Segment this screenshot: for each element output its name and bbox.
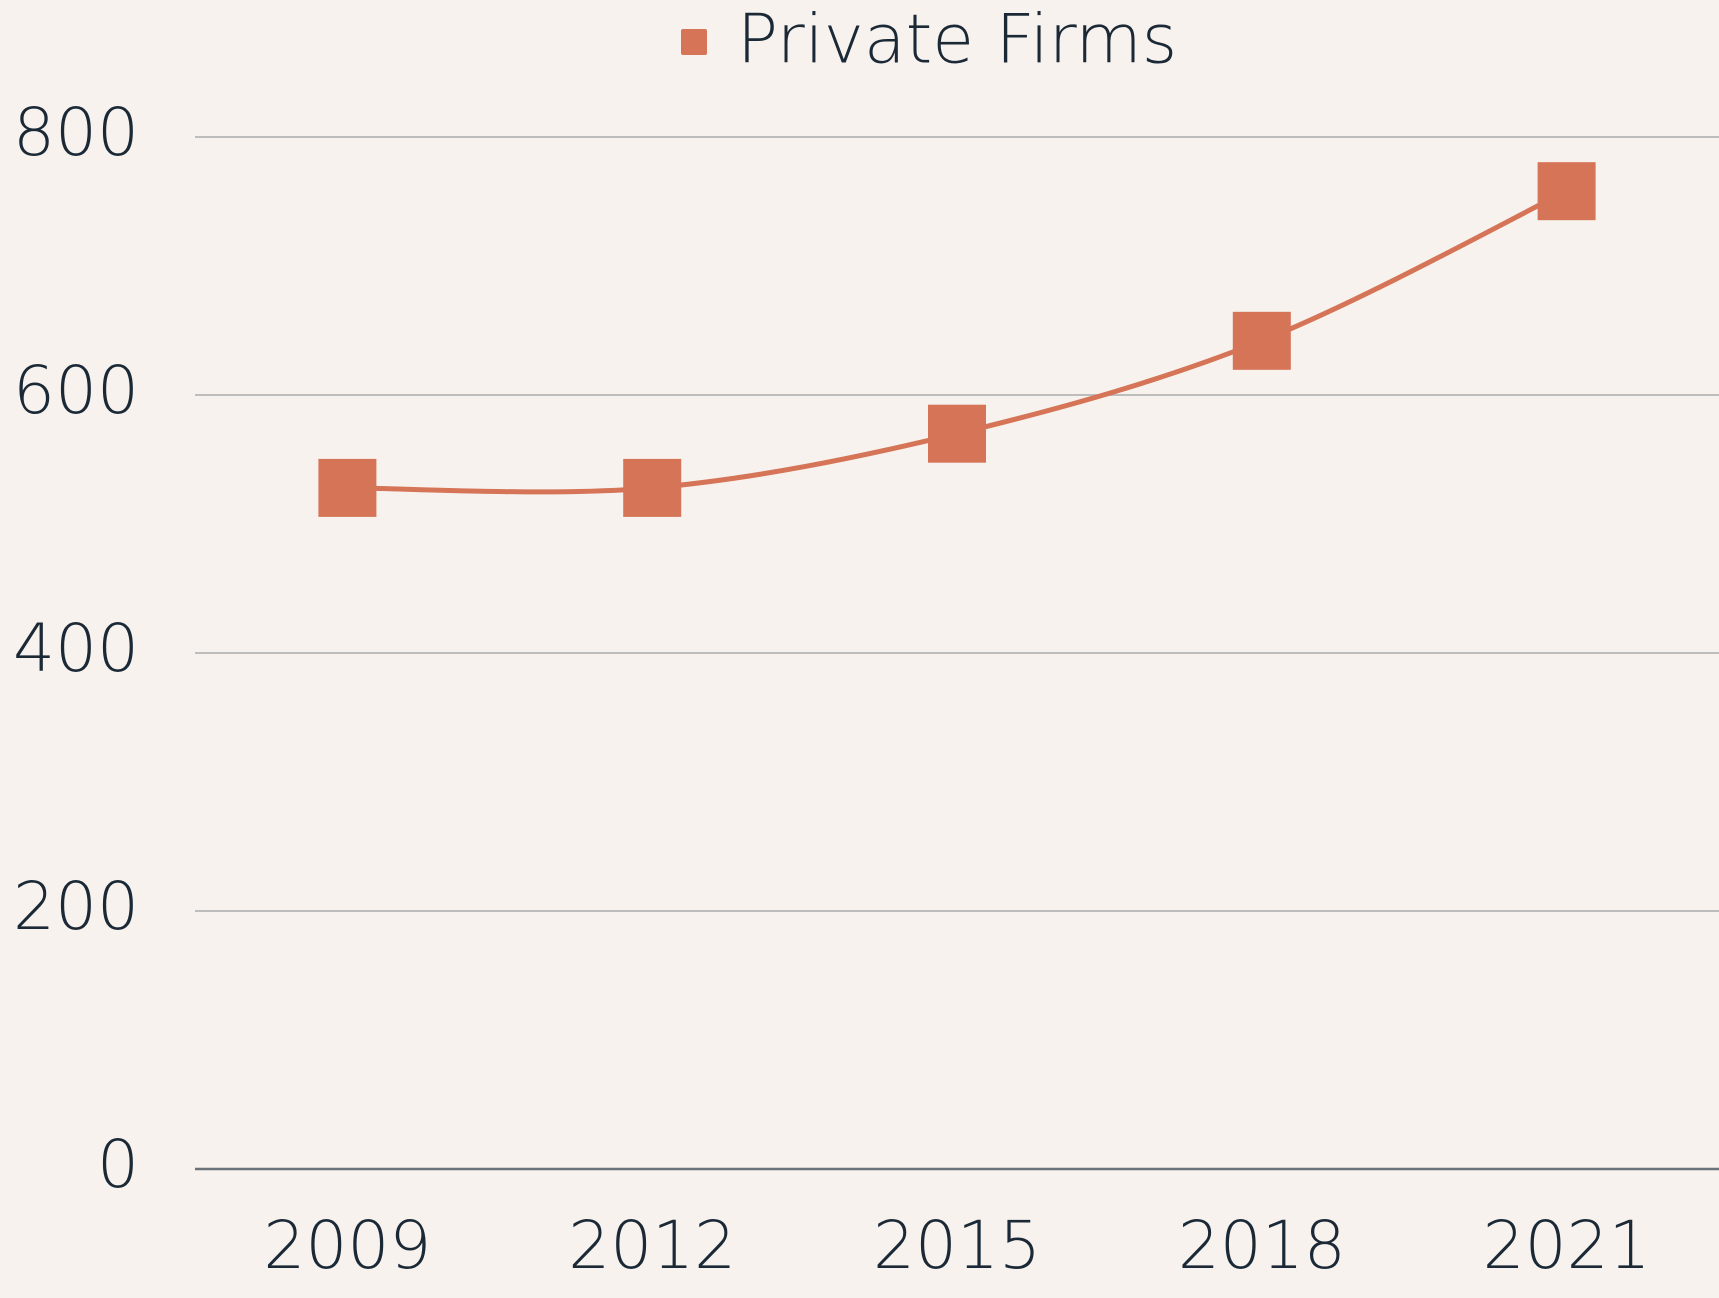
x-tick-label: 2018	[1178, 1207, 1346, 1284]
y-tick-label: 200	[13, 868, 139, 945]
legend-label: Private Firms	[737, 1, 1177, 80]
legend-swatch	[681, 29, 707, 55]
marker	[1537, 162, 1596, 221]
marker	[318, 458, 377, 517]
marker	[1232, 311, 1291, 370]
y-tick-label: 600	[13, 352, 139, 429]
x-tick-label: 2021	[1483, 1207, 1651, 1284]
y-tick-label: 800	[13, 94, 139, 171]
x-tick-label: 2015	[873, 1207, 1041, 1284]
marker	[928, 404, 986, 463]
marker	[623, 458, 682, 517]
x-tick-label: 2009	[263, 1207, 431, 1284]
y-tick-label: 400	[13, 610, 139, 687]
x-tick-label: 2012	[568, 1207, 736, 1284]
y-tick-label: 0	[97, 1126, 139, 1203]
